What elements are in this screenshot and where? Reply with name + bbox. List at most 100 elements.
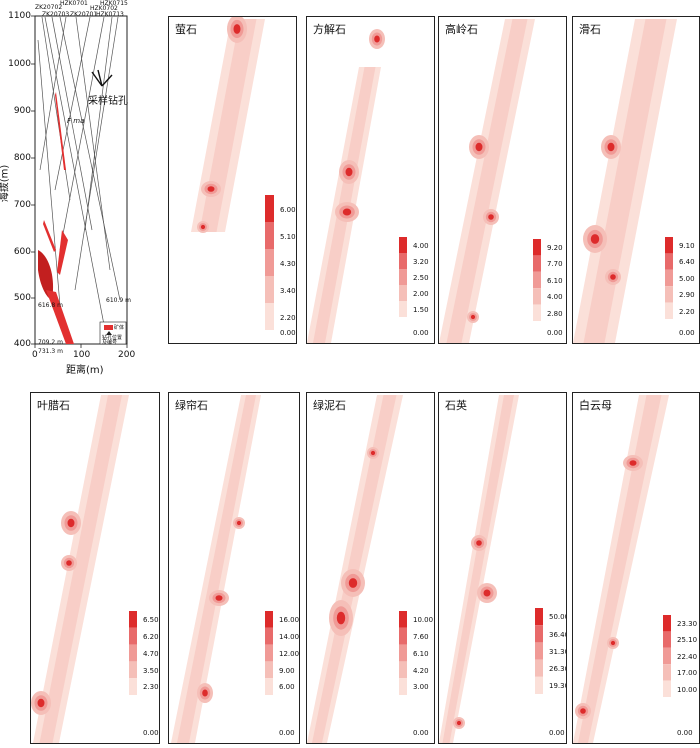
anomaly-blob xyxy=(476,540,482,546)
hole-label: HZK0715 xyxy=(100,0,128,7)
colorbar-tick: 6.10 xyxy=(413,649,429,658)
colorbar-segment xyxy=(265,249,274,276)
colorbar-tick: 10.00 xyxy=(413,616,434,625)
mineral-panel: 叶腊石 6.50 6.20 4.70 3.50 2.30 0.00 xyxy=(30,392,160,744)
x-tick: 100 xyxy=(73,350,91,360)
y-tick: 800 xyxy=(13,153,31,163)
colorbar-segment xyxy=(665,269,673,287)
colorbar-tick: 0.00 xyxy=(679,329,695,337)
colorbar-tick: 14.00 xyxy=(279,633,300,642)
colorbar-tick: 2.20 xyxy=(280,313,296,322)
colorbar-segment xyxy=(663,664,671,681)
colorbar-segment xyxy=(265,222,274,249)
colorbar-segment xyxy=(665,302,673,319)
colorbar-segment xyxy=(663,615,671,632)
colorbar-tick: 19.30 xyxy=(549,682,566,691)
colorbar-segment xyxy=(665,237,673,254)
colorbar-segment xyxy=(533,271,541,289)
colorbar-tick: 3.00 xyxy=(413,683,429,692)
anomaly-blob xyxy=(348,578,358,588)
depth-label: 731.3 m xyxy=(38,348,63,355)
mineral-band-core xyxy=(312,395,397,743)
colorbar-segment xyxy=(129,627,137,645)
anomaly-blob xyxy=(342,208,352,216)
colorbar-tick: 23.30 xyxy=(677,620,698,629)
colorbar-segment xyxy=(535,608,543,626)
colorbar-tick: 6.00 xyxy=(279,683,295,692)
mineral-band-core xyxy=(199,19,257,232)
mineral-panel: 白云母 23.30 25.10 22.40 17.00 10.00 0.00 xyxy=(572,392,700,744)
colorbar-tick: 50.00 xyxy=(549,613,566,622)
mineral-panel: 石英 50.00 36.40 31.30 26.30 19.30 0.00 xyxy=(438,392,567,744)
colorbar-tick: 10.00 xyxy=(677,685,698,694)
anomaly-blob xyxy=(580,708,586,714)
panel-title: 滑石 xyxy=(579,23,601,36)
x-tick: 0 xyxy=(32,350,38,360)
x-axis-label: 距离(m) xyxy=(66,365,104,376)
colorbar-segment xyxy=(265,276,274,303)
hole-label: HZK0713 xyxy=(96,11,124,18)
colorbar-tick: 3.50 xyxy=(143,666,159,675)
colorbar-segment xyxy=(129,661,137,679)
mineral-band-core xyxy=(442,395,514,743)
anomaly-blob xyxy=(610,640,616,646)
y-tick: 700 xyxy=(13,200,31,210)
colorbar-segment xyxy=(663,631,671,648)
anomaly-blob xyxy=(236,520,242,526)
depth-label: 709.2 m xyxy=(38,339,63,346)
anomaly-blob xyxy=(610,274,616,280)
colorbar-segment xyxy=(535,676,543,694)
colorbar-tick: 4.00 xyxy=(547,293,563,302)
colorbar-segment xyxy=(663,647,671,665)
y-tick: 500 xyxy=(13,293,31,303)
y-tick: 600 xyxy=(13,247,31,257)
y-axis-label: 海拔(m) xyxy=(0,164,11,203)
colorbar-tick: 5.10 xyxy=(280,232,296,241)
colorbar-segment xyxy=(399,661,407,679)
mineral-band-core xyxy=(39,395,122,743)
anomaly-blob xyxy=(202,689,208,697)
y-tick: 1100 xyxy=(8,11,31,21)
colorbar-tick: 6.10 xyxy=(547,276,563,285)
colorbar-tick: 36.40 xyxy=(549,630,566,639)
colorbar-tick: 0.00 xyxy=(549,729,565,737)
colorbar-tick: 9.20 xyxy=(547,244,563,253)
colorbar-segment xyxy=(535,659,543,677)
y-tick: 400 xyxy=(13,339,31,349)
colorbar-segment xyxy=(399,678,407,695)
colorbar-segment xyxy=(265,611,273,628)
panel-title: 绿泥石 xyxy=(313,399,346,412)
colorbar-tick: 2.50 xyxy=(413,273,429,282)
colorbar-tick: 25.10 xyxy=(677,636,698,645)
colorbar-tick: 26.30 xyxy=(549,665,566,674)
panel-title: 方解石 xyxy=(313,23,346,36)
colorbar-segment xyxy=(265,661,273,679)
colorbar-segment xyxy=(399,301,407,317)
cross-section-plot xyxy=(31,15,128,348)
panel-plot xyxy=(439,395,543,743)
colorbar-tick: 2.30 xyxy=(143,683,159,692)
colorbar-segment xyxy=(129,678,137,695)
colorbar-segment xyxy=(663,680,671,697)
colorbar-tick: 2.20 xyxy=(679,307,695,316)
anomaly-blob xyxy=(215,595,223,601)
anomaly-blob xyxy=(590,234,600,244)
colorbar-tick: 16.00 xyxy=(279,616,300,625)
colorbar-segment xyxy=(399,269,407,285)
colorbar-tick: 0.00 xyxy=(677,729,693,737)
colorbar-tick: 6.20 xyxy=(143,633,159,642)
mineral-panel: 滑石 9.10 6.40 5.00 2.90 2.20 0.00 xyxy=(572,16,700,344)
anomaly-blob xyxy=(207,186,215,192)
colorbar-segment xyxy=(533,288,541,305)
colorbar-segment xyxy=(665,286,673,303)
colorbar-segment xyxy=(535,625,543,643)
panel-plot xyxy=(31,395,137,743)
x-tick: 200 xyxy=(118,350,136,360)
hole-label: HZK0702 xyxy=(90,5,118,12)
panel-plot xyxy=(307,395,407,743)
colorbar-tick: 4.30 xyxy=(280,259,296,268)
anomaly-blob xyxy=(456,720,462,726)
colorbar-tick: 7.70 xyxy=(547,260,563,269)
anomaly-blob xyxy=(475,142,483,152)
colorbar-tick: 6.40 xyxy=(679,258,695,267)
